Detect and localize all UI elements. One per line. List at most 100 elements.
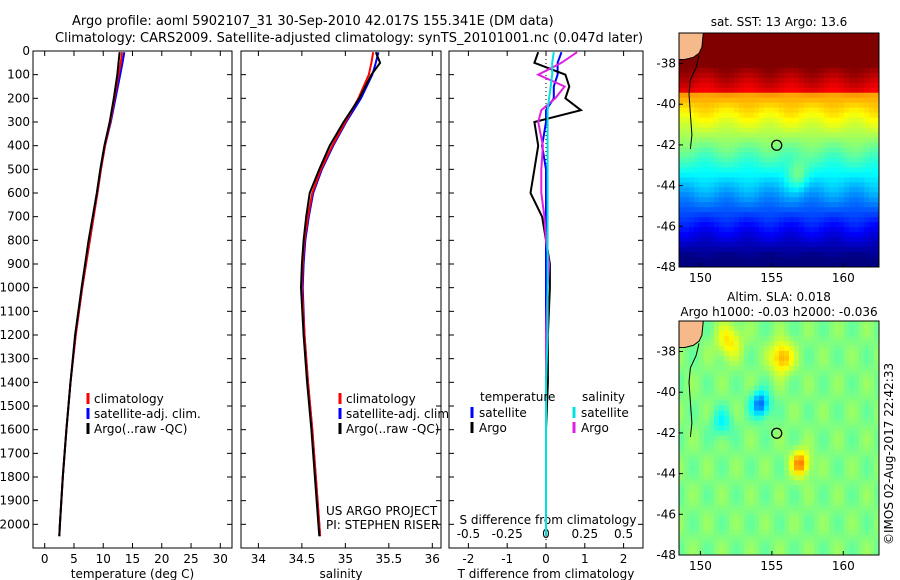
map-cell <box>834 490 840 496</box>
map-cell <box>869 495 875 501</box>
map-cell <box>779 395 785 402</box>
map-cell <box>824 550 830 555</box>
map-cell <box>754 242 760 248</box>
map-cell <box>694 112 700 119</box>
map-cell <box>759 242 765 248</box>
map-cell <box>859 217 865 223</box>
map-cell <box>714 370 720 377</box>
map-cell <box>799 242 805 248</box>
map-cell <box>769 122 775 129</box>
map-cell <box>724 257 730 263</box>
map-cell <box>869 400 875 407</box>
map-cell <box>744 340 750 347</box>
map-cell <box>809 455 815 462</box>
map-cell <box>759 132 765 139</box>
map-cell <box>709 430 715 437</box>
y-tick-label: -42 <box>656 426 676 440</box>
map-cell <box>854 77 860 84</box>
map-cell <box>854 222 860 228</box>
map-cell <box>819 450 825 457</box>
map-cell <box>719 212 725 218</box>
map-cell <box>679 420 685 427</box>
map-cell <box>754 550 760 555</box>
map-cell <box>784 152 790 159</box>
map-cell <box>689 102 695 109</box>
map-cell <box>799 460 805 466</box>
map-cell <box>684 380 690 387</box>
map-cell <box>729 435 735 442</box>
map-cell <box>724 400 730 407</box>
map-cell <box>724 355 730 362</box>
map-cell <box>794 102 800 109</box>
map-cell <box>789 335 795 342</box>
map-cell <box>809 62 815 69</box>
map-cell <box>729 375 735 382</box>
map-cell <box>739 112 745 119</box>
map-cell <box>709 97 715 104</box>
map-cell <box>734 355 740 362</box>
map-cell <box>749 237 755 243</box>
map-cell <box>739 380 745 387</box>
map-cell <box>704 152 710 159</box>
map-cell <box>794 395 800 402</box>
map-cell <box>819 232 825 238</box>
map-cell <box>814 395 820 402</box>
map-cell <box>824 62 830 69</box>
map-cell <box>774 142 780 149</box>
map-cell <box>829 545 835 551</box>
map-cell <box>724 97 730 104</box>
map-cell <box>734 177 740 183</box>
map-cell <box>864 117 870 124</box>
map-cell <box>834 520 840 526</box>
map-cell <box>809 470 815 476</box>
map-cell <box>819 37 825 44</box>
map-cell <box>844 475 850 481</box>
map-cell <box>749 77 755 84</box>
map-cell <box>854 147 860 154</box>
map-cell <box>704 232 710 238</box>
map-cell <box>809 500 815 506</box>
map-cell <box>849 430 855 437</box>
map-cell <box>794 400 800 407</box>
map-cell <box>819 365 825 372</box>
map-cell <box>739 72 745 79</box>
map-cell <box>719 430 725 437</box>
map-cell <box>689 400 695 407</box>
map-cell <box>874 370 879 377</box>
map-cell <box>794 92 800 99</box>
map-cell <box>704 142 710 149</box>
map-cell <box>684 177 690 183</box>
difference-panel: -2 -1 0 1 2-0.5 -0.25 0 0.25 0.5S difference fro… <box>448 50 644 580</box>
map-cell <box>849 137 855 144</box>
map-cell <box>679 67 685 74</box>
map-cell <box>829 485 835 491</box>
map-cell <box>689 345 695 352</box>
map-cell <box>804 112 810 119</box>
map-cell <box>839 485 845 491</box>
map-cell <box>734 365 740 372</box>
map-cell <box>684 72 690 79</box>
map-cell <box>874 535 879 541</box>
map-cell <box>714 212 720 218</box>
map-cell <box>779 390 785 397</box>
map-cell <box>774 360 780 367</box>
map-cell <box>799 535 805 541</box>
map-cell <box>864 137 870 144</box>
map-cell <box>874 395 879 402</box>
map-cell <box>819 495 825 501</box>
map-cell <box>839 495 845 501</box>
map-cell <box>739 480 745 486</box>
map-cell <box>684 535 690 541</box>
map-cell <box>874 62 879 69</box>
map-cell <box>739 350 745 357</box>
map-cell <box>804 162 810 169</box>
map-cell <box>719 197 725 203</box>
map-cell <box>809 430 815 437</box>
map-cell <box>819 82 825 89</box>
map-cell <box>834 192 840 198</box>
map-cell <box>864 262 870 267</box>
map-cell <box>719 440 725 447</box>
map-cell <box>754 152 760 159</box>
map-cell <box>839 202 845 208</box>
map-cell <box>784 415 790 422</box>
